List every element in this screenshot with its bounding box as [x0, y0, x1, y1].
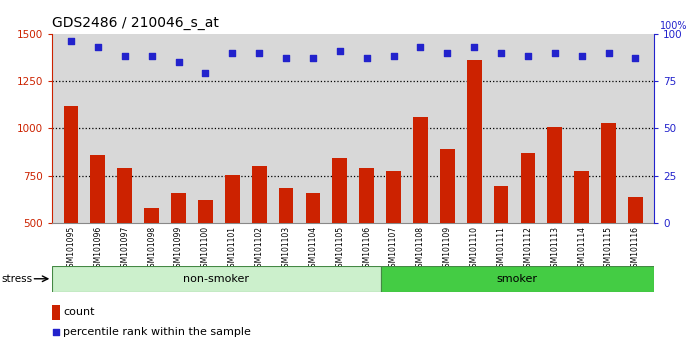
Point: [227, 50, 238, 55]
Bar: [521, 153, 535, 318]
Point: [119, 53, 130, 59]
Point: [146, 53, 157, 59]
Bar: [52, 305, 60, 320]
Bar: [52, 266, 381, 292]
Bar: [278, 188, 294, 318]
Bar: [333, 158, 347, 318]
Point: [51, 329, 61, 335]
Bar: [118, 168, 132, 318]
Point: [630, 56, 641, 61]
Bar: [359, 168, 374, 318]
Point: [65, 38, 77, 44]
Point: [468, 44, 480, 50]
Text: 100%: 100%: [660, 21, 687, 31]
Point: [576, 53, 587, 59]
Text: non-smoker: non-smoker: [183, 274, 249, 284]
Point: [388, 53, 399, 59]
Bar: [413, 117, 428, 318]
Bar: [63, 105, 79, 318]
Text: smoker: smoker: [497, 274, 538, 284]
Point: [93, 44, 104, 50]
Point: [280, 56, 292, 61]
Point: [361, 56, 372, 61]
Bar: [381, 266, 654, 292]
Bar: [548, 127, 562, 318]
Point: [549, 50, 560, 55]
Point: [173, 59, 184, 65]
Bar: [574, 171, 589, 318]
Point: [442, 50, 453, 55]
Bar: [601, 122, 616, 318]
Bar: [144, 208, 159, 318]
Point: [496, 50, 507, 55]
Text: percentile rank within the sample: percentile rank within the sample: [63, 327, 251, 337]
Bar: [171, 193, 186, 318]
Bar: [90, 155, 105, 318]
Point: [603, 50, 614, 55]
Bar: [252, 166, 267, 318]
Point: [334, 48, 345, 53]
Point: [415, 44, 426, 50]
Bar: [493, 186, 509, 318]
Bar: [306, 193, 320, 318]
Bar: [386, 171, 401, 318]
Bar: [467, 60, 482, 318]
Point: [253, 50, 264, 55]
Text: stress: stress: [1, 274, 33, 284]
Point: [200, 70, 211, 76]
Text: count: count: [63, 307, 95, 317]
Point: [308, 56, 319, 61]
Bar: [440, 149, 454, 318]
Bar: [225, 175, 239, 318]
Bar: [198, 200, 213, 318]
Bar: [628, 198, 643, 318]
Text: GDS2486 / 210046_s_at: GDS2486 / 210046_s_at: [52, 16, 219, 30]
Point: [523, 53, 534, 59]
